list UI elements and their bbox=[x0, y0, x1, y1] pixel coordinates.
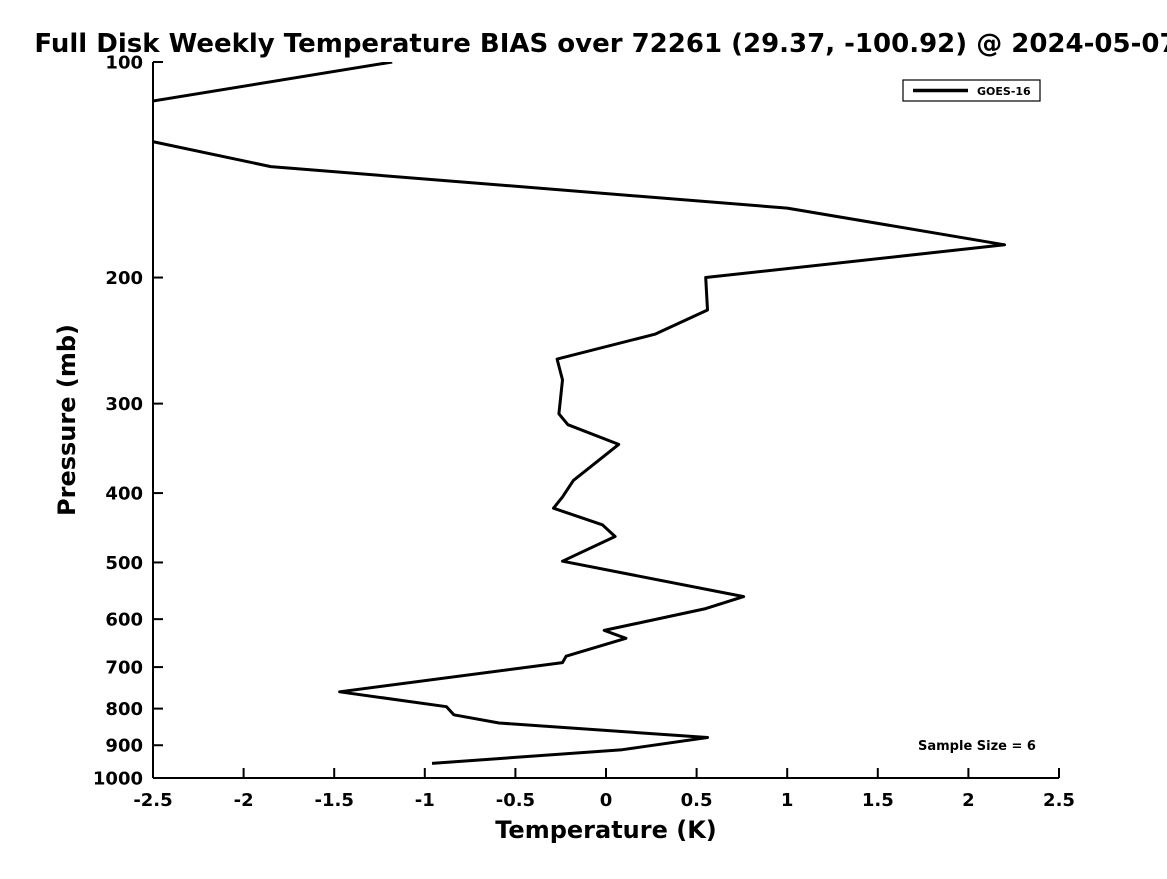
y-tick-label: 600 bbox=[105, 610, 143, 631]
axes: 100 200 300 400 500 600 700 800 900 1000-2.5 -2 -1.… bbox=[93, 53, 1075, 812]
legend-box bbox=[902, 79, 1041, 102]
x-tick-label: -1 bbox=[415, 790, 435, 811]
x-tick-label: 1.5 bbox=[862, 790, 894, 811]
x-tick-label: -2.5 bbox=[133, 790, 172, 811]
y-tick-label: 700 bbox=[105, 658, 143, 679]
y-tick-label: 100 bbox=[105, 53, 143, 74]
legend: GOES-16 bbox=[902, 79, 1041, 102]
y-tick-label: 200 bbox=[105, 268, 143, 289]
y-tick-label: 800 bbox=[105, 699, 143, 720]
x-tick-label: 2.5 bbox=[1043, 790, 1075, 811]
x-tick-label: 0 bbox=[600, 790, 613, 811]
sample-size-annotation: Sample Size = 6 bbox=[918, 739, 1036, 754]
y-tick-label: 900 bbox=[105, 736, 143, 757]
legend-label: GOES-16 bbox=[977, 85, 1031, 98]
x-tick-label: 1 bbox=[781, 790, 794, 811]
x-tick-label: 0.5 bbox=[681, 790, 713, 811]
x-tick-label: -1.5 bbox=[315, 790, 354, 811]
y-axis-label: Pressure (mb) bbox=[53, 324, 81, 516]
y-tick-label: 1000 bbox=[93, 769, 143, 790]
x-tick-label: -2 bbox=[234, 790, 254, 811]
x-axis-label: Temperature (K) bbox=[495, 816, 717, 844]
x-tick-label: 2 bbox=[962, 790, 975, 811]
y-tick-label: 500 bbox=[105, 553, 143, 574]
y-tick-label: 400 bbox=[105, 484, 143, 505]
x-tick-label: -0.5 bbox=[496, 790, 535, 811]
chart-title: Full Disk Weekly Temperature BIAS over 7… bbox=[34, 29, 1167, 59]
goes16-bias-line bbox=[153, 62, 1007, 765]
y-tick-label: 300 bbox=[105, 394, 143, 415]
series-layer bbox=[153, 62, 1007, 765]
